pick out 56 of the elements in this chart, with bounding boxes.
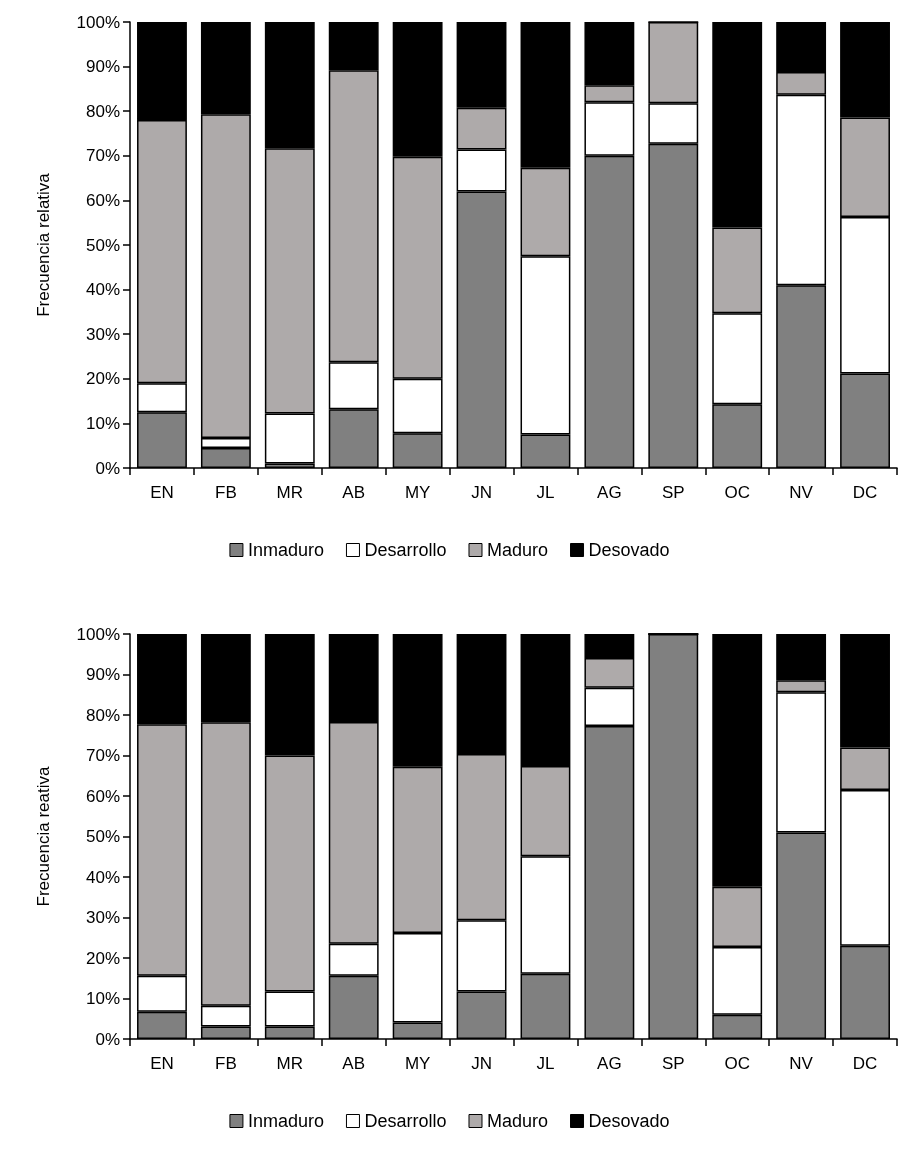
legend-label: Maduro xyxy=(486,540,549,560)
legend-label: Desovado xyxy=(588,1111,670,1131)
y-tick-label: 70% xyxy=(85,146,120,166)
y-tick-label: 30% xyxy=(85,324,120,344)
legend-label: Desarrollo xyxy=(364,540,447,560)
y-tick-label: 50% xyxy=(85,827,120,846)
x-tick-label: AG xyxy=(597,1054,622,1073)
y-tick-label: 20% xyxy=(85,369,120,389)
x-tick-label: MR xyxy=(276,483,304,502)
y-axis-title: Frecuencia relativa xyxy=(34,172,53,317)
x-tick-label: OC xyxy=(724,1054,750,1073)
x-tick-label: AB xyxy=(342,1054,366,1073)
y-tick-label: 90% xyxy=(85,57,120,77)
x-tick-label: AB xyxy=(342,483,366,502)
y-tick-label: 40% xyxy=(85,280,120,300)
x-tick-label: EN xyxy=(150,1054,174,1073)
y-tick-label: 80% xyxy=(85,101,120,121)
x-tick-label: FB xyxy=(215,483,237,502)
legend-label: Inmaduro xyxy=(247,540,324,560)
y-tick-label: 0% xyxy=(95,458,120,478)
x-tick-label: JN xyxy=(471,483,492,502)
y-tick-label: 80% xyxy=(85,705,120,725)
y-tick-label: 30% xyxy=(85,908,120,927)
x-tick-label: SP xyxy=(661,1054,685,1073)
y-tick-label: 20% xyxy=(85,948,120,968)
x-tick-label: FB xyxy=(215,1054,237,1073)
x-tick-label: JN xyxy=(471,1054,492,1073)
x-tick-label: MY xyxy=(404,483,431,502)
y-tick-label: 50% xyxy=(85,235,120,255)
y-tick-label: 10% xyxy=(85,989,120,1008)
legend-label: Desovado xyxy=(588,540,670,560)
x-tick-label: NV xyxy=(789,1054,814,1073)
x-tick-label: DC xyxy=(852,1054,878,1073)
y-tick-label: 10% xyxy=(85,413,120,433)
legend-label: Maduro xyxy=(486,1111,549,1131)
x-tick-label: JL xyxy=(536,483,555,502)
y-tick-label: 60% xyxy=(85,190,120,210)
legend-label: Inmaduro xyxy=(247,1111,324,1131)
y-tick-label: 90% xyxy=(85,665,120,684)
x-tick-label: AG xyxy=(597,483,622,502)
y-tick-label: 100% xyxy=(76,624,120,644)
x-tick-label: SP xyxy=(661,483,685,502)
x-tick-label: NV xyxy=(789,483,814,502)
x-tick-label: OC xyxy=(724,483,750,502)
y-tick-label: 60% xyxy=(85,786,120,806)
y-tick-label: 0% xyxy=(95,1029,120,1049)
x-tick-label: EN xyxy=(150,483,174,502)
x-tick-label: MY xyxy=(404,1054,431,1073)
y-axis-title: Frecuencia reativa xyxy=(34,766,53,907)
y-tick-label: 70% xyxy=(85,746,120,765)
y-tick-label: 40% xyxy=(85,867,120,887)
legend-label: Desarrollo xyxy=(364,1111,447,1131)
x-tick-label: DC xyxy=(852,483,878,502)
y-tick-label: 100% xyxy=(76,12,120,32)
x-tick-label: MR xyxy=(276,1054,304,1073)
x-tick-label: JL xyxy=(536,1054,555,1073)
